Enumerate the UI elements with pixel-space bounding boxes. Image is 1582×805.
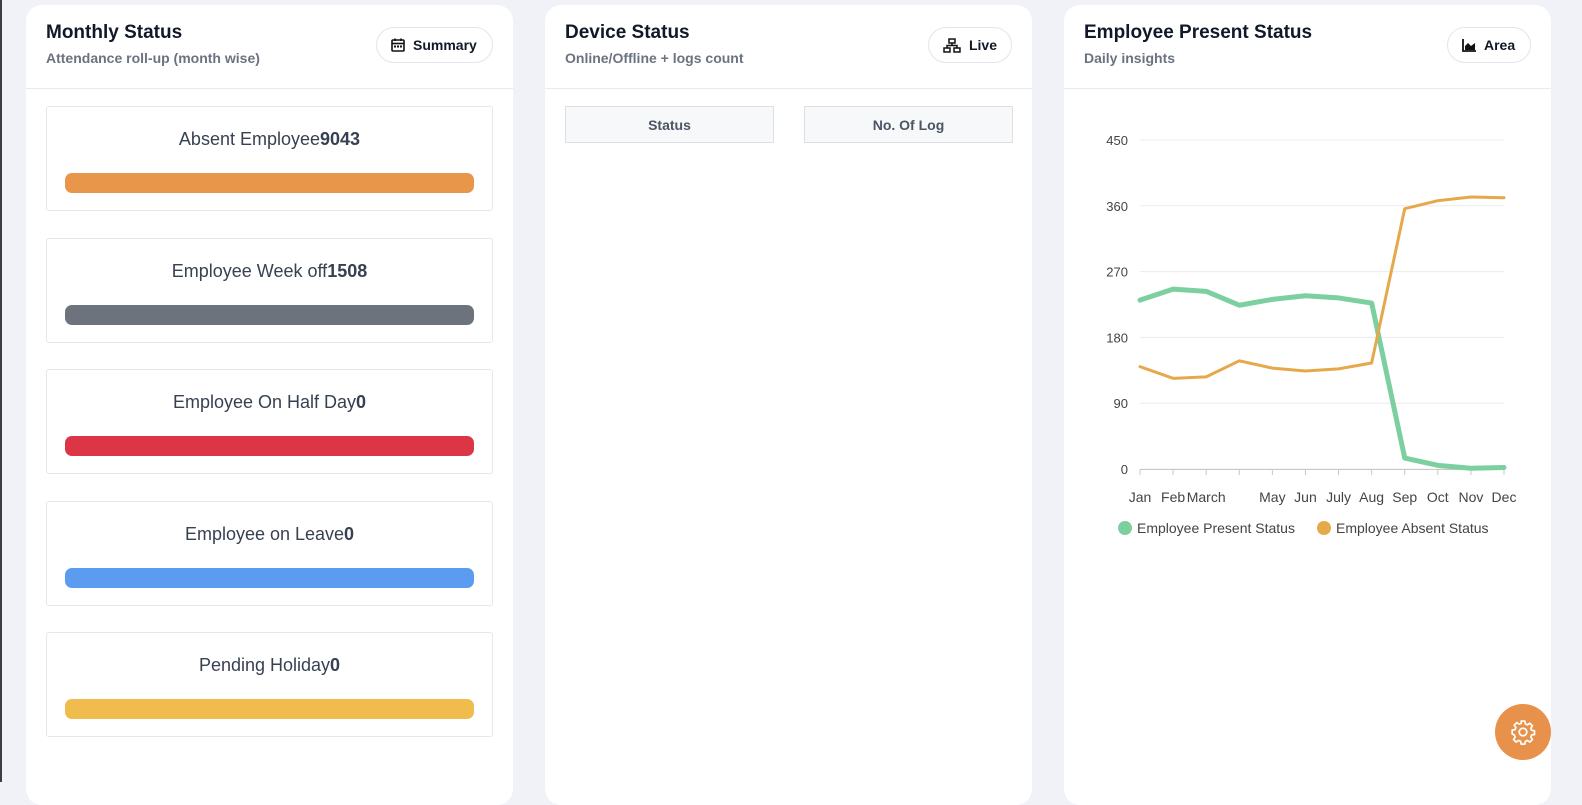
status-name: Employee on Leave — [184, 523, 345, 544]
status-value: 0 — [356, 392, 367, 412]
x-tick-label: May — [1259, 489, 1285, 505]
window-edge — [0, 0, 2, 782]
legend-marker — [1118, 521, 1132, 535]
x-tick-label: Jan — [1129, 489, 1152, 505]
status-bar — [65, 699, 474, 719]
status-bar — [65, 173, 474, 193]
y-tick-label: 90 — [1114, 396, 1128, 411]
button-label: Summary — [413, 37, 477, 53]
card-header: Device Status Online/Offline + logs coun… — [545, 5, 1032, 89]
legend-label: Employee Absent Status — [1336, 520, 1489, 536]
x-tick-label: July — [1326, 489, 1351, 505]
card-header: Employee Present Status Daily insights A… — [1064, 5, 1551, 89]
x-tick-label: Nov — [1458, 489, 1483, 505]
status-label: Pending Holiday0 — [47, 655, 492, 676]
table-header: Status — [565, 106, 774, 143]
x-tick-label: Oct — [1427, 489, 1449, 505]
y-tick-label: 0 — [1121, 462, 1128, 477]
legend-label: Employee Present Status — [1137, 520, 1295, 536]
x-tick-label: Feb — [1161, 489, 1185, 505]
x-tick-label: Dec — [1492, 489, 1517, 505]
status-name: Employee Week off — [171, 260, 328, 281]
calendar-icon — [391, 38, 405, 52]
network-icon — [943, 37, 961, 53]
x-tick-label: March — [1187, 489, 1226, 505]
status-item: Absent Employee9043 — [46, 106, 493, 211]
live-button[interactable]: Live — [928, 27, 1012, 63]
line-series — [1137, 286, 1507, 471]
status-bar — [65, 436, 474, 456]
status-item: Employee on Leave0 — [46, 500, 493, 606]
area-icon — [1462, 38, 1476, 52]
legend-marker — [1317, 521, 1331, 535]
summary-button[interactable]: Summary — [376, 27, 493, 63]
status-value: 1508 — [327, 260, 368, 281]
button-label: Live — [968, 37, 997, 53]
status-item: Employee Week off1508 — [46, 237, 493, 343]
card-title: Employee Present Status — [1084, 22, 1313, 43]
status-bar — [65, 567, 474, 588]
gear-icon — [1511, 720, 1536, 745]
card-subtitle: Online/Offline + logs count — [565, 50, 744, 66]
card-title: Monthly Status — [46, 22, 183, 43]
monthly-card: Monthly Status Attendance roll-up (month… — [26, 5, 513, 805]
card-header: Monthly Status Attendance roll-up (month… — [26, 5, 513, 89]
y-tick-label: 270 — [1106, 265, 1128, 280]
area-button[interactable]: Area — [1447, 27, 1531, 63]
status-value: 9043 — [320, 129, 361, 149]
status-label: Employee On Half Day0 — [47, 392, 492, 413]
x-tick-label: Sep — [1392, 489, 1417, 505]
status-value: 0 — [344, 523, 355, 544]
device-card: Device Status Online/Offline + logs coun… — [545, 5, 1032, 805]
status-item: Employee On Half Day0 — [46, 369, 493, 474]
status-name: Pending Holiday — [198, 655, 331, 675]
y-tick-label: 360 — [1106, 199, 1128, 214]
status-label: Employee on Leave0 — [47, 524, 492, 545]
line-series — [1138, 195, 1506, 380]
status-name: Absent Employee — [178, 129, 321, 149]
status-item: Pending Holiday0 — [46, 632, 493, 737]
button-label: Area — [1484, 37, 1516, 53]
present-card: Employee Present Status Daily insights A… — [1064, 5, 1551, 805]
chart: 0 90 180 270 360 450 Jan Feb March May Jun July Aug S… — [1106, 133, 1517, 536]
x-tick-label: Aug — [1359, 489, 1384, 505]
status-bar — [65, 304, 474, 325]
table-header: No. Of Log — [804, 106, 1013, 143]
y-tick-label: 180 — [1106, 330, 1128, 345]
card-title: Device Status — [565, 22, 690, 43]
settings-button[interactable] — [1495, 704, 1551, 760]
card-subtitle: Daily insights — [1084, 50, 1176, 66]
y-tick-label: 450 — [1106, 133, 1128, 148]
status-label: Absent Employee9043 — [47, 129, 492, 150]
status-value: 0 — [330, 655, 341, 675]
card-subtitle: Attendance roll-up (month wise) — [46, 50, 260, 66]
status-label: Employee Week off1508 — [47, 261, 492, 282]
status-name: Employee On Half Day — [172, 392, 357, 412]
x-tick-label: Jun — [1294, 489, 1317, 505]
